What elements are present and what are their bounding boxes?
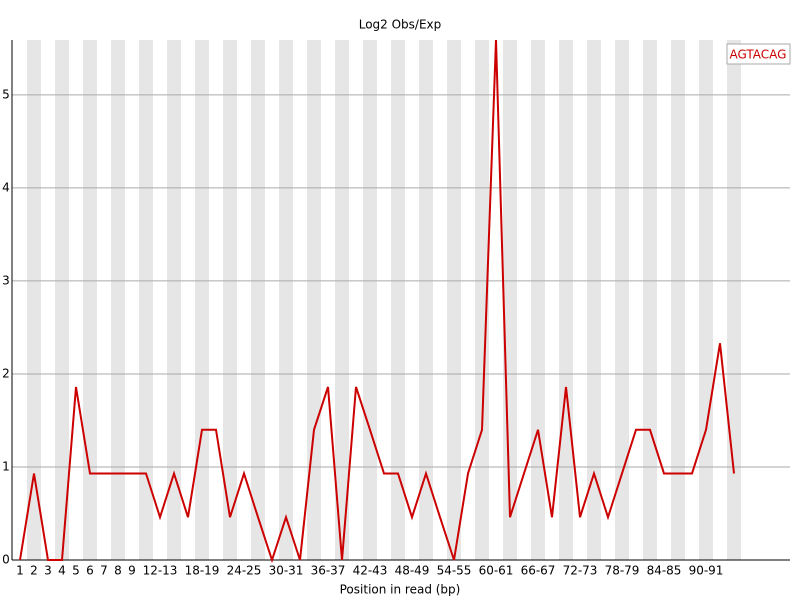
band-stripe xyxy=(503,40,517,560)
band-stripe xyxy=(195,40,209,560)
band-stripe xyxy=(27,40,41,560)
band-stripe xyxy=(55,40,69,560)
x-tick-label: 66-67 xyxy=(521,564,556,578)
band-stripe xyxy=(111,40,125,560)
band-stripe xyxy=(223,40,237,560)
band-stripe xyxy=(447,40,461,560)
x-tick-label: 7 xyxy=(100,564,108,578)
band-stripe xyxy=(475,40,489,560)
band-stripe xyxy=(363,40,377,560)
band-stripe xyxy=(727,40,741,560)
y-tick-label: 0 xyxy=(2,553,10,567)
x-tick-label: 78-79 xyxy=(605,564,640,578)
x-tick-label: 24-25 xyxy=(227,564,262,578)
legend-box xyxy=(726,43,791,65)
band-stripe xyxy=(643,40,657,560)
x-tick-label: 6 xyxy=(86,564,94,578)
band-stripe xyxy=(559,40,573,560)
x-tick-label: 90-91 xyxy=(689,564,724,578)
x-tick-label: 4 xyxy=(58,564,66,578)
x-tick-label: 8 xyxy=(114,564,122,578)
x-tick-label: 84-85 xyxy=(647,564,682,578)
x-tick-label: 72-73 xyxy=(563,564,598,578)
x-tick-label: 54-55 xyxy=(437,564,472,578)
legend: AGTACAG xyxy=(726,43,791,65)
data-line xyxy=(19,39,735,564)
band-stripe xyxy=(531,40,545,560)
x-axis-label: Position in read (bp) xyxy=(340,583,461,597)
band-stripe xyxy=(335,40,349,560)
band-stripe xyxy=(139,40,153,560)
legend-label: AGTACAG xyxy=(730,48,787,62)
band-stripe xyxy=(279,40,293,560)
y-tick-label: 2 xyxy=(2,366,10,380)
x-tick-label: 60-61 xyxy=(479,564,514,578)
y-tick-label: 3 xyxy=(2,273,10,287)
x-tick-label: 18-19 xyxy=(185,564,220,578)
y-tick-label: 1 xyxy=(2,459,10,473)
band-stripe xyxy=(587,40,601,560)
y-tick-label: 4 xyxy=(2,180,10,194)
band-stripe xyxy=(167,40,181,560)
band-stripe xyxy=(615,40,629,560)
x-tick-label: 9 xyxy=(128,564,136,578)
band-stripe xyxy=(419,40,433,560)
x-tick-label: 12-13 xyxy=(143,564,178,578)
x-tick-label: 1 xyxy=(16,564,24,578)
chart-title: Log2 Obs/Exp xyxy=(359,18,442,32)
band-stripe xyxy=(671,40,685,560)
band-stripe xyxy=(251,40,265,560)
x-tick-label: 2 xyxy=(30,564,38,578)
x-tick-label: 3 xyxy=(44,564,52,578)
x-tick-label: 5 xyxy=(72,564,80,578)
x-tick-label: 36-37 xyxy=(311,564,346,578)
x-tick-label: 48-49 xyxy=(395,564,430,578)
x-tick-label: 30-31 xyxy=(269,564,304,578)
band-stripe xyxy=(307,40,321,560)
band-stripe xyxy=(391,40,405,560)
x-tick-label: 42-43 xyxy=(353,564,388,578)
y-tick-label: 5 xyxy=(2,87,10,101)
band-stripe xyxy=(699,40,713,560)
band-stripe xyxy=(83,40,97,560)
